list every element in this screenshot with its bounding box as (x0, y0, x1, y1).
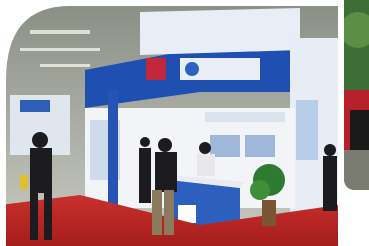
photo (0, 0, 340, 246)
side-photo (340, 0, 369, 190)
scene (0, 0, 369, 246)
